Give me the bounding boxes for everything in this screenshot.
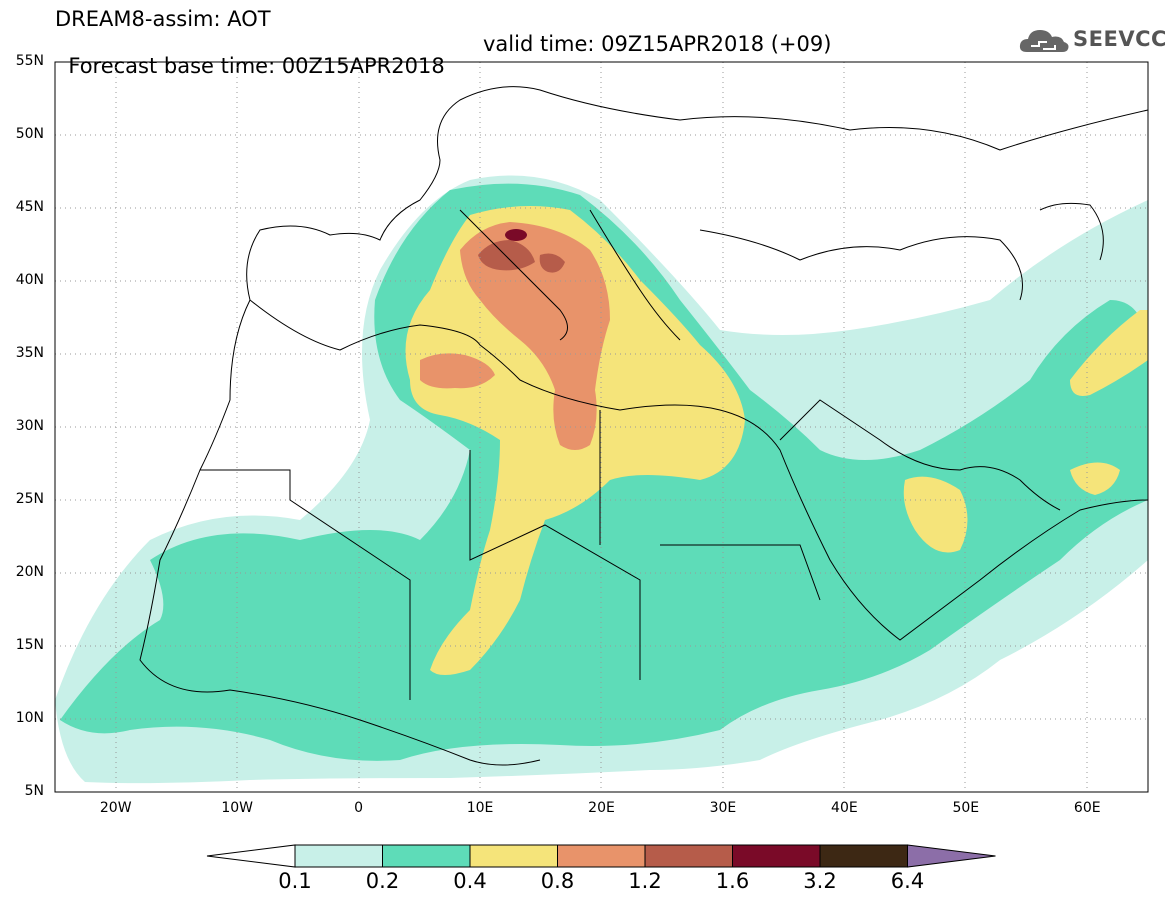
- cloud-icon: [1019, 30, 1069, 52]
- lon-tick-label: 10W: [221, 800, 253, 816]
- base-time-label: Forecast base time: 00Z15APR2018: [68, 54, 445, 78]
- aot-contour-0.4-gulf: [1070, 462, 1120, 495]
- colorbar-swatch: [644, 844, 733, 868]
- lon-tick-label: 60E: [1073, 800, 1101, 816]
- aot-contour-1.2: [478, 240, 535, 271]
- logo-text: SEEVCCC: [1073, 27, 1165, 51]
- lon-tick-label: 10E: [466, 800, 494, 816]
- aot-map: [54, 61, 1149, 793]
- colorbar-swatch: [294, 844, 383, 868]
- valid-time-label: valid time: 09Z15APR2018 (+09): [483, 32, 832, 56]
- aot-contour-0.4-arabia: [903, 476, 968, 553]
- colorbar-swatch: [819, 844, 908, 868]
- lon-tick-label: 50E: [952, 800, 980, 816]
- colorbar-label: 1.2: [628, 869, 662, 893]
- aot-contour-1.6: [505, 229, 527, 241]
- lat-tick-label: 40N: [15, 272, 44, 288]
- aot-contour-0.4-iran: [1070, 310, 1148, 396]
- lat-tick-label: 35N: [15, 345, 44, 361]
- lat-tick-label: 5N: [24, 783, 44, 799]
- map-frame: [54, 61, 1149, 793]
- lat-tick-label: 45N: [15, 199, 44, 215]
- aot-field: [55, 62, 1148, 792]
- colorbar-arrow-high: [907, 844, 996, 868]
- colorbar-label: 3.2: [803, 869, 837, 893]
- lat-tick-label: 10N: [15, 710, 44, 726]
- lon-tick-label: 40E: [831, 800, 858, 816]
- aot-contour-0.8-west: [420, 353, 495, 389]
- lat-tick-label: 30N: [15, 418, 44, 434]
- colorbar-label: 0.8: [540, 869, 575, 893]
- colorbar-arrow-low: [206, 844, 296, 868]
- aot-contour-0.8: [460, 222, 610, 450]
- colorbar-swatch: [382, 844, 471, 868]
- lat-tick-label: 55N: [15, 53, 44, 69]
- lon-tick-label: 20W: [99, 800, 132, 816]
- map-title: DREAM8-assim: AOT: [55, 7, 271, 31]
- colorbar-label: 0.4: [453, 869, 487, 893]
- coastlines: [139, 86, 1148, 766]
- gridlines: [55, 62, 1148, 792]
- colorbar-label: 0.1: [278, 869, 312, 893]
- lon-tick-label: 0: [354, 800, 364, 816]
- colorbar-label: 1.6: [715, 869, 750, 893]
- lat-tick-label: 15N: [15, 637, 44, 653]
- lon-tick-label: 30E: [709, 800, 737, 816]
- lat-tick-label: 50N: [15, 126, 44, 142]
- forecast-times: Forecast base time: 00Z15APR2018 valid t…: [55, 33, 831, 99]
- seevccc-logo: SEEVCCC: [1017, 22, 1165, 58]
- lat-tick-label: 25N: [15, 491, 44, 507]
- lon-tick-label: 20E: [588, 800, 615, 816]
- colorbar-label: 6.4: [890, 869, 925, 893]
- colorbar-swatch: [732, 844, 821, 868]
- colorbar-swatch: [557, 844, 646, 868]
- colorbar-label: 0.2: [365, 869, 400, 893]
- colorbar-swatch: [469, 844, 558, 868]
- aot-contour-1.2b: [539, 253, 565, 273]
- lat-tick-label: 20N: [15, 564, 44, 580]
